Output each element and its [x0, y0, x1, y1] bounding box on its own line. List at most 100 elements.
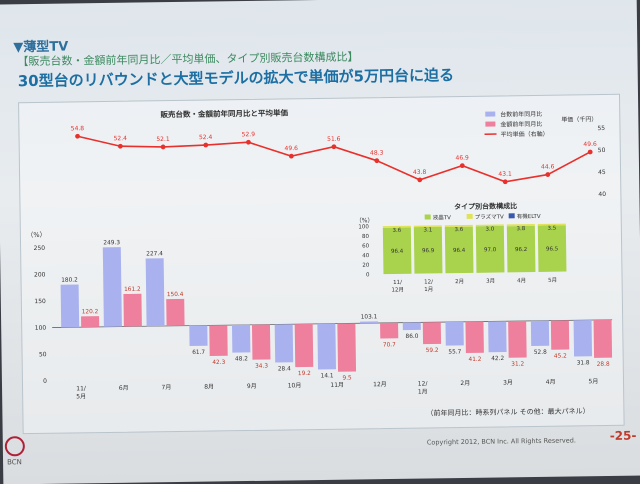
month-label: 6月 [119, 385, 129, 392]
inset-axis-tick: 80 [362, 234, 370, 240]
units-bar [146, 258, 165, 326]
amount-bar [123, 294, 141, 327]
price-label: 51.6 [327, 136, 341, 143]
month-label: 11月 [330, 382, 344, 389]
price-label: 46.9 [455, 155, 469, 162]
amount-label: 41.2 [468, 357, 481, 363]
amount-bar [423, 322, 441, 344]
units-bar [403, 322, 421, 330]
inset-category: 3月 [486, 278, 495, 285]
price-label: 52.1 [156, 136, 170, 143]
amount-bar [81, 316, 99, 327]
plasma-label: 3.5 [547, 226, 556, 232]
month-label: 4月 [546, 379, 556, 386]
price-point [118, 144, 123, 149]
amount-label: 59.2 [426, 348, 439, 354]
units-label: 48.2 [235, 356, 248, 362]
amount-label: 28.8 [597, 362, 610, 368]
lcd-label: 96.4 [391, 249, 404, 255]
bar-axis-tick: 150 [34, 298, 46, 305]
inset-legend-swatch [509, 213, 515, 218]
bar-axis-title: （%） [27, 231, 46, 239]
price-point [417, 177, 422, 182]
month-label: 11/5月 [76, 385, 87, 400]
units-bar [232, 325, 250, 353]
right-axis-tick: 45 [598, 169, 606, 176]
inset-axis-tick: 0 [366, 272, 370, 278]
inset-title: タイプ別台数構成比 [454, 201, 517, 211]
legend-entry: 金額前年同月比 [500, 120, 542, 129]
price-label: 49.6 [583, 141, 597, 148]
bcn-logo-icon [5, 436, 25, 456]
price-point [246, 140, 251, 145]
units-label: 61.7 [192, 350, 205, 356]
right-axis-tick: 40 [598, 191, 606, 198]
units-label: 180.2 [61, 278, 78, 284]
page-number: -25- [610, 429, 637, 443]
month-label: 9月 [247, 383, 257, 390]
price-point [161, 145, 166, 150]
right-axis-tick: 50 [598, 147, 606, 154]
bar-axis-tick: 200 [34, 271, 46, 278]
units-bar [531, 321, 549, 346]
lcd-label: 96.2 [515, 247, 527, 253]
inset-category: 4月 [517, 277, 526, 284]
units-label: 227.4 [146, 251, 163, 257]
plasma-label: 3.6 [454, 227, 463, 233]
price-point [289, 154, 294, 159]
price-label: 52.4 [114, 135, 128, 142]
price-point [75, 134, 80, 139]
units-label: 103.1 [361, 314, 378, 320]
plasma-label: 3.1 [423, 227, 432, 233]
logo-label: BCN [7, 458, 22, 466]
price-label: 48.3 [370, 150, 384, 157]
legend-entry: 台数前年同月比 [500, 110, 542, 119]
inset-axis-tick: 100 [358, 224, 369, 230]
inset-axis-tick: 60 [362, 244, 370, 250]
amount-bar [252, 325, 270, 360]
amount-label: 31.2 [511, 362, 524, 368]
amount-label: 34.3 [255, 363, 268, 369]
plasma-label: 3.8 [516, 226, 525, 232]
units-label: 42.2 [491, 356, 504, 362]
amount-label: 150.4 [167, 292, 184, 298]
inset-legend-swatch [467, 214, 473, 219]
price-point [374, 158, 379, 163]
units-bar [275, 324, 294, 362]
units-bar [360, 321, 378, 323]
inset-category: 5月 [548, 277, 557, 284]
price-point [460, 163, 465, 168]
price-label: 52.9 [242, 131, 256, 138]
month-label: 12月 [373, 381, 387, 388]
units-bar [189, 325, 207, 346]
amount-bar [295, 324, 314, 367]
lcd-label: 96.9 [422, 248, 435, 254]
units-label: 55.7 [448, 349, 461, 355]
price-label: 43.8 [413, 169, 427, 176]
price-point [331, 144, 336, 149]
amount-bar [209, 325, 227, 356]
bar-axis-tick: 250 [34, 245, 46, 252]
inset-category: 11/12月 [391, 280, 404, 294]
legend-swatch [485, 112, 495, 117]
copyright: Copyright 2012, BCN Inc. All Rights Rese… [427, 436, 576, 446]
units-bar [61, 285, 80, 328]
inset-legend-swatch [425, 214, 431, 219]
month-label: 7月 [161, 384, 171, 391]
month-label: 10月 [288, 382, 302, 389]
amount-bar [166, 299, 184, 326]
units-label: 14.1 [321, 373, 334, 379]
inset-legend-entry: 液晶TV [433, 213, 451, 221]
price-label: 54.8 [71, 125, 85, 132]
units-label: 86.0 [405, 334, 418, 340]
lcd-label: 96.4 [453, 248, 466, 254]
inset-category: 12/1月 [424, 279, 433, 293]
price-label: 52.4 [199, 134, 213, 141]
amount-bar [551, 320, 569, 349]
amount-label: 120.2 [82, 309, 99, 315]
month-label: 3月 [503, 379, 513, 386]
units-bar [574, 320, 593, 357]
price-point [203, 143, 208, 148]
